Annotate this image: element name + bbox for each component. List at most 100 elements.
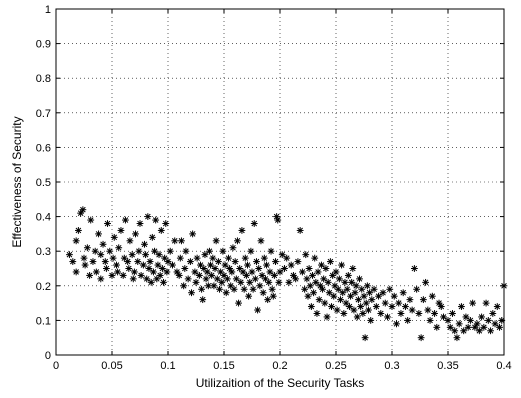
data-point <box>246 278 254 286</box>
data-point <box>213 275 221 283</box>
data-point <box>340 310 348 317</box>
data-point <box>348 278 356 286</box>
data-point <box>475 327 483 335</box>
data-point <box>433 323 441 331</box>
data-point <box>202 275 210 283</box>
data-point <box>281 265 288 272</box>
data-point <box>150 268 157 276</box>
data-point <box>128 251 136 259</box>
data-point <box>395 299 403 307</box>
data-point <box>122 216 129 224</box>
data-point <box>136 220 144 227</box>
data-point <box>343 285 351 293</box>
data-point <box>169 261 176 269</box>
data-point <box>422 278 430 286</box>
data-point <box>103 265 110 272</box>
data-point <box>388 303 396 310</box>
data-point <box>458 303 465 310</box>
data-point <box>175 272 183 279</box>
y-tick-label: 0.9 <box>36 39 51 51</box>
data-point <box>113 261 120 269</box>
data-point <box>222 289 230 297</box>
data-point <box>200 265 208 272</box>
data-point <box>110 233 118 241</box>
data-point <box>251 275 259 283</box>
data-point <box>335 275 343 283</box>
data-point <box>80 254 88 262</box>
data-point <box>203 268 211 276</box>
data-point <box>341 278 349 286</box>
data-point <box>484 316 492 324</box>
x-tick-label: 0.15 <box>213 360 234 372</box>
data-point <box>347 292 354 300</box>
data-point <box>106 247 114 255</box>
data-point <box>97 251 105 259</box>
data-point <box>66 251 73 259</box>
data-point <box>232 275 240 283</box>
data-point <box>353 313 361 321</box>
data-point <box>359 310 367 317</box>
data-point <box>431 310 438 317</box>
data-point <box>332 268 340 276</box>
data-point <box>290 272 297 279</box>
data-point <box>192 278 200 286</box>
data-point <box>333 306 341 314</box>
data-point <box>99 240 107 248</box>
data-point <box>393 320 400 328</box>
data-point <box>225 254 232 262</box>
data-point <box>354 296 362 304</box>
data-point <box>306 282 314 290</box>
data-point <box>275 278 283 286</box>
data-point <box>92 268 100 276</box>
data-point <box>143 275 151 283</box>
data-point <box>188 289 195 297</box>
data-point <box>81 261 89 269</box>
data-point <box>191 268 199 276</box>
x-axis-label: Utilizaition of the Security Tasks <box>196 376 365 390</box>
data-point <box>245 292 253 300</box>
y-axis-label: Effectiveness of Security <box>10 116 24 247</box>
data-point <box>276 268 284 276</box>
data-point <box>337 296 344 304</box>
data-point <box>366 289 374 297</box>
data-point <box>437 303 445 310</box>
data-point <box>151 247 158 255</box>
data-point <box>410 265 418 272</box>
data-point <box>207 261 214 269</box>
data-point <box>480 323 488 331</box>
data-point <box>218 278 226 286</box>
data-point <box>125 265 133 272</box>
data-point <box>346 303 353 310</box>
data-point <box>466 316 474 324</box>
data-point <box>156 272 164 279</box>
data-point <box>358 285 366 293</box>
data-point <box>72 237 80 245</box>
data-point <box>229 244 237 252</box>
data-point <box>132 230 139 238</box>
data-point <box>406 296 414 304</box>
data-point <box>91 247 99 255</box>
data-point <box>108 272 116 279</box>
data-point <box>199 296 207 304</box>
data-point <box>462 313 470 321</box>
data-point <box>130 268 138 276</box>
data-point <box>278 251 286 259</box>
data-point <box>180 282 188 290</box>
data-point <box>469 299 477 307</box>
data-point <box>152 216 160 224</box>
data-point <box>148 233 156 241</box>
data-point <box>209 254 217 262</box>
data-point <box>314 268 322 276</box>
data-point <box>362 299 370 307</box>
data-point <box>87 216 95 224</box>
data-point <box>198 285 206 293</box>
data-point <box>363 282 371 290</box>
data-point <box>201 251 209 259</box>
data-point <box>117 227 125 234</box>
data-point <box>212 237 220 245</box>
data-point <box>265 278 273 286</box>
data-point <box>351 289 359 297</box>
data-point <box>244 261 251 269</box>
data-point <box>237 278 245 286</box>
data-point <box>257 237 265 245</box>
